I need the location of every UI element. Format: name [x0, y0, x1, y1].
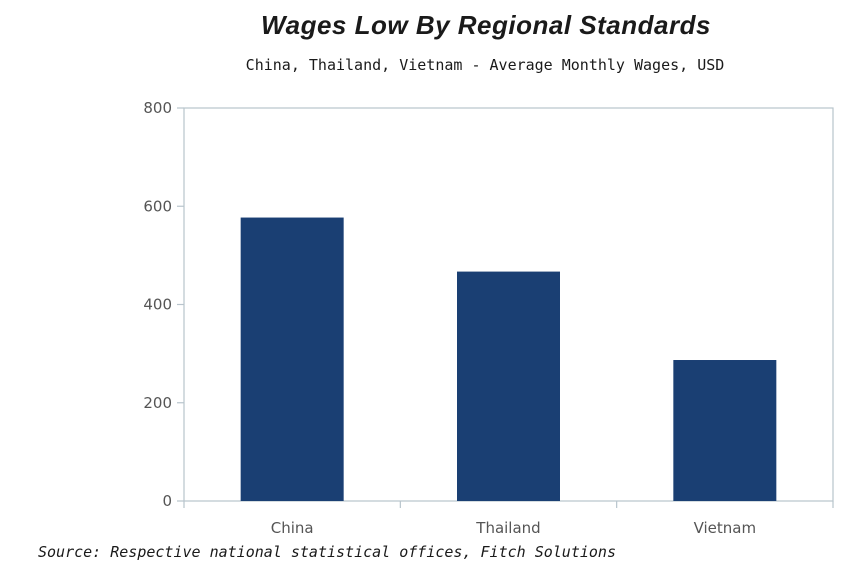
x-tick-label: Thailand [475, 519, 540, 537]
chart-source: Source: Respective national statistical … [38, 543, 616, 561]
bar-china [240, 217, 344, 501]
x-tick-label: China [271, 519, 314, 537]
chart-bars [240, 217, 777, 501]
chart-subtitle: China, Thailand, Vietnam - Average Month… [245, 56, 725, 74]
bar-thailand [457, 271, 560, 501]
x-axis-labels: China Thailand Vietnam [271, 519, 756, 537]
y-tick-label: 400 [143, 296, 172, 314]
y-tick-label: 200 [143, 394, 172, 412]
bar-vietnam [673, 360, 777, 501]
y-tick-label: 800 [143, 99, 172, 117]
chart-title: Wages Low By Regional Standards [261, 10, 711, 40]
y-tick-label: 0 [162, 492, 172, 510]
x-tick-label: Vietnam [694, 519, 757, 537]
y-tick-label: 600 [143, 197, 172, 215]
y-axis-ticks: 0 200 400 600 800 [143, 99, 184, 510]
